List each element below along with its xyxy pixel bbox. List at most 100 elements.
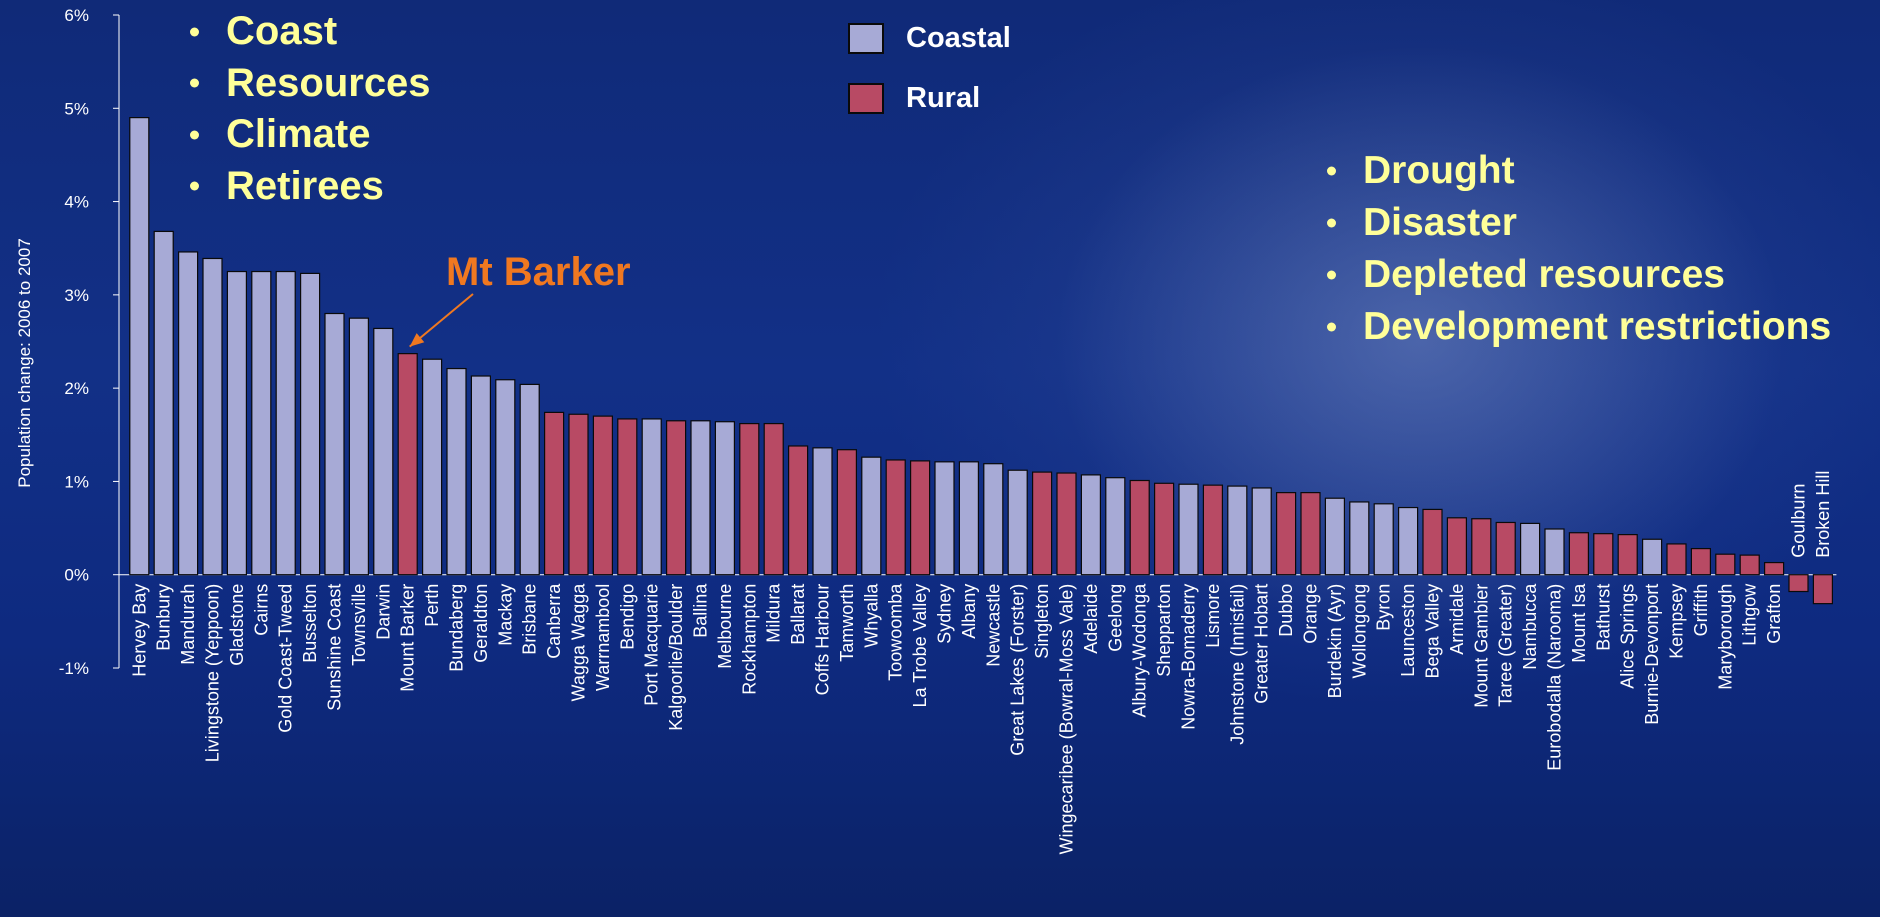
x-tick-label: Mackay [495,584,515,646]
x-tick-label: Livingstone (Yeppoon) [203,584,223,762]
x-tick-label: Lithgow [1740,583,1760,646]
bar [1007,469,1028,576]
bar [934,461,955,576]
y-tick-label: -1% [59,659,89,678]
x-tick-label: Mount Isa [1569,583,1589,663]
bar [763,422,784,576]
x-tick-label: Bathurst [1593,584,1613,651]
x-tick-label: Mildura [764,583,784,643]
x-tick-label: Wollongong [1349,584,1369,679]
bar [1397,506,1419,576]
bar [1641,538,1663,576]
bar [787,445,809,576]
x-tick-label: Orange [1301,584,1321,644]
x-tick-label: Launceston [1398,584,1418,677]
bullet-item: Climate [188,109,431,161]
chart-bars [129,117,1834,605]
bar [1446,517,1468,576]
x-tick-label: Ballina [691,583,711,638]
bar [1129,479,1150,576]
bar [665,420,687,576]
bar [1715,553,1736,576]
bar [543,411,565,576]
annotation-label: Mt Barker [446,250,631,294]
bar [178,251,199,576]
bar [714,421,736,576]
x-tick-label: Singleton [1032,584,1052,659]
x-tick-label: Warrnambool [593,584,613,691]
bullet-item: Development restrictions [1325,301,1831,353]
x-tick-label: Grafton [1764,584,1784,644]
bullet-item: Disaster [1325,197,1831,249]
x-tick-label: Gold Coast-Tweed [276,584,296,733]
bar [1617,534,1638,576]
bar [275,270,296,576]
bar [324,312,345,576]
y-tick-label: 3% [64,286,89,305]
x-tick-label: Burdekin (Ayr) [1325,584,1345,699]
bar [1788,574,1809,593]
y-axis-label: Population change: 2006 to 2007 [15,238,34,488]
legend-label-coastal: Coastal [906,21,1011,54]
bar [1227,485,1248,576]
x-tick-label: Cairns [251,584,271,636]
x-tick-label: Goulburn [1789,484,1809,558]
bar [1593,533,1614,576]
x-tick-label: Port Macquarie [642,584,662,706]
x-tick-label: Griffith [1691,584,1711,637]
legend-item-coastal: Coastal [848,18,1011,58]
x-tick-label: Kalgoorlie/Boulder [666,584,686,731]
bar [1812,574,1834,605]
bar [1422,508,1443,576]
bar [836,449,858,576]
x-tick-label: Ballarat [788,584,808,645]
bar [495,379,516,576]
x-tick-label: Wingecaribee (Bowral-Moss Vale) [1057,584,1077,855]
x-tick-label: Perth [422,584,442,627]
bar [397,353,418,576]
bar [1471,518,1492,576]
bar [1031,471,1053,576]
bar [202,257,223,576]
x-tick-label: Eurobodalla (Narooma) [1545,584,1565,771]
bar [1495,521,1516,576]
bar [519,383,540,576]
y-tick-label: 2% [64,379,89,398]
bar [373,327,394,576]
bar [909,460,931,576]
bar [1105,477,1126,576]
annotation-arrow [409,293,474,348]
bar [1202,484,1224,576]
bar [1373,503,1394,576]
x-tick-label: Mount Gambier [1471,584,1491,708]
bar [470,375,491,576]
x-tick-label: Albury-Wodonga [1130,583,1150,718]
x-tick-label: Armidale [1447,584,1467,655]
bar [226,270,247,576]
bar [568,413,589,576]
x-tick-label: Townsville [349,584,369,666]
bar [1251,487,1272,576]
bar [1178,483,1199,576]
bar [1568,532,1590,576]
legend-item-rural: Rural [848,78,1011,118]
x-tick-label: Shepparton [1154,584,1174,677]
legend-label-rural: Rural [906,81,981,114]
x-tick-label: Wagga Wagga [569,583,589,702]
bar [885,459,906,576]
bullet-item: Depleted resources [1325,249,1831,301]
bar [251,270,272,576]
x-tick-label: Brisbane [520,584,540,655]
bullet-item: Retirees [188,161,431,213]
bar [592,415,614,576]
x-tick-label: Great Lakes (Forster) [1008,584,1028,756]
bar [1349,501,1370,576]
bar [641,418,662,576]
x-tick-label: Lismore [1203,584,1223,648]
x-tick-label: Albany [959,584,979,639]
x-tick-label: Whyalla [861,583,881,648]
bullet-item: Drought [1325,145,1831,197]
x-tick-label: Geraldton [471,584,491,663]
bar [812,447,833,576]
